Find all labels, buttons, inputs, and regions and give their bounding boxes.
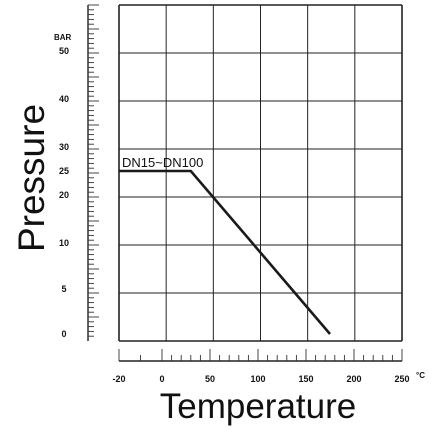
x-tick-label: -20 [112, 374, 125, 384]
x-tick-label: 100 [250, 374, 265, 384]
series-layer: DN15~DN100 [119, 155, 331, 335]
y-tick-label: 25 [59, 166, 69, 176]
series-label: DN15~DN100 [122, 155, 203, 170]
x-axis-title: Temperature [160, 387, 356, 426]
y-tick-label: 10 [59, 238, 69, 248]
y-tick-label: 20 [59, 190, 69, 200]
x-tick-label: 200 [346, 374, 361, 384]
y-tick-label: 40 [59, 94, 69, 104]
y-tick-label: 50 [59, 46, 69, 56]
series-line [119, 169, 331, 335]
x-tick-labels: -20 0 50 100 150 200 250 [112, 374, 409, 384]
y-axis-title: Pressure [11, 104, 52, 252]
x-unit-label: °C [416, 371, 425, 380]
y-tick-label: 5 [61, 284, 66, 294]
x-tick-label: 0 [159, 374, 164, 384]
y-tick-label: 30 [59, 142, 69, 152]
x-tick-label: 250 [394, 374, 409, 384]
x-tick-label: 150 [298, 374, 313, 384]
y-unit-label: BAR [54, 33, 72, 42]
y-tick-labels: 0 5 10 20 25 30 40 50 [59, 46, 69, 339]
x-ruler [118, 349, 403, 362]
x-tick-label: 50 [205, 374, 215, 384]
y-tick-label: 0 [61, 329, 66, 339]
grid [118, 4, 403, 342]
y-ruler [87, 4, 99, 341]
